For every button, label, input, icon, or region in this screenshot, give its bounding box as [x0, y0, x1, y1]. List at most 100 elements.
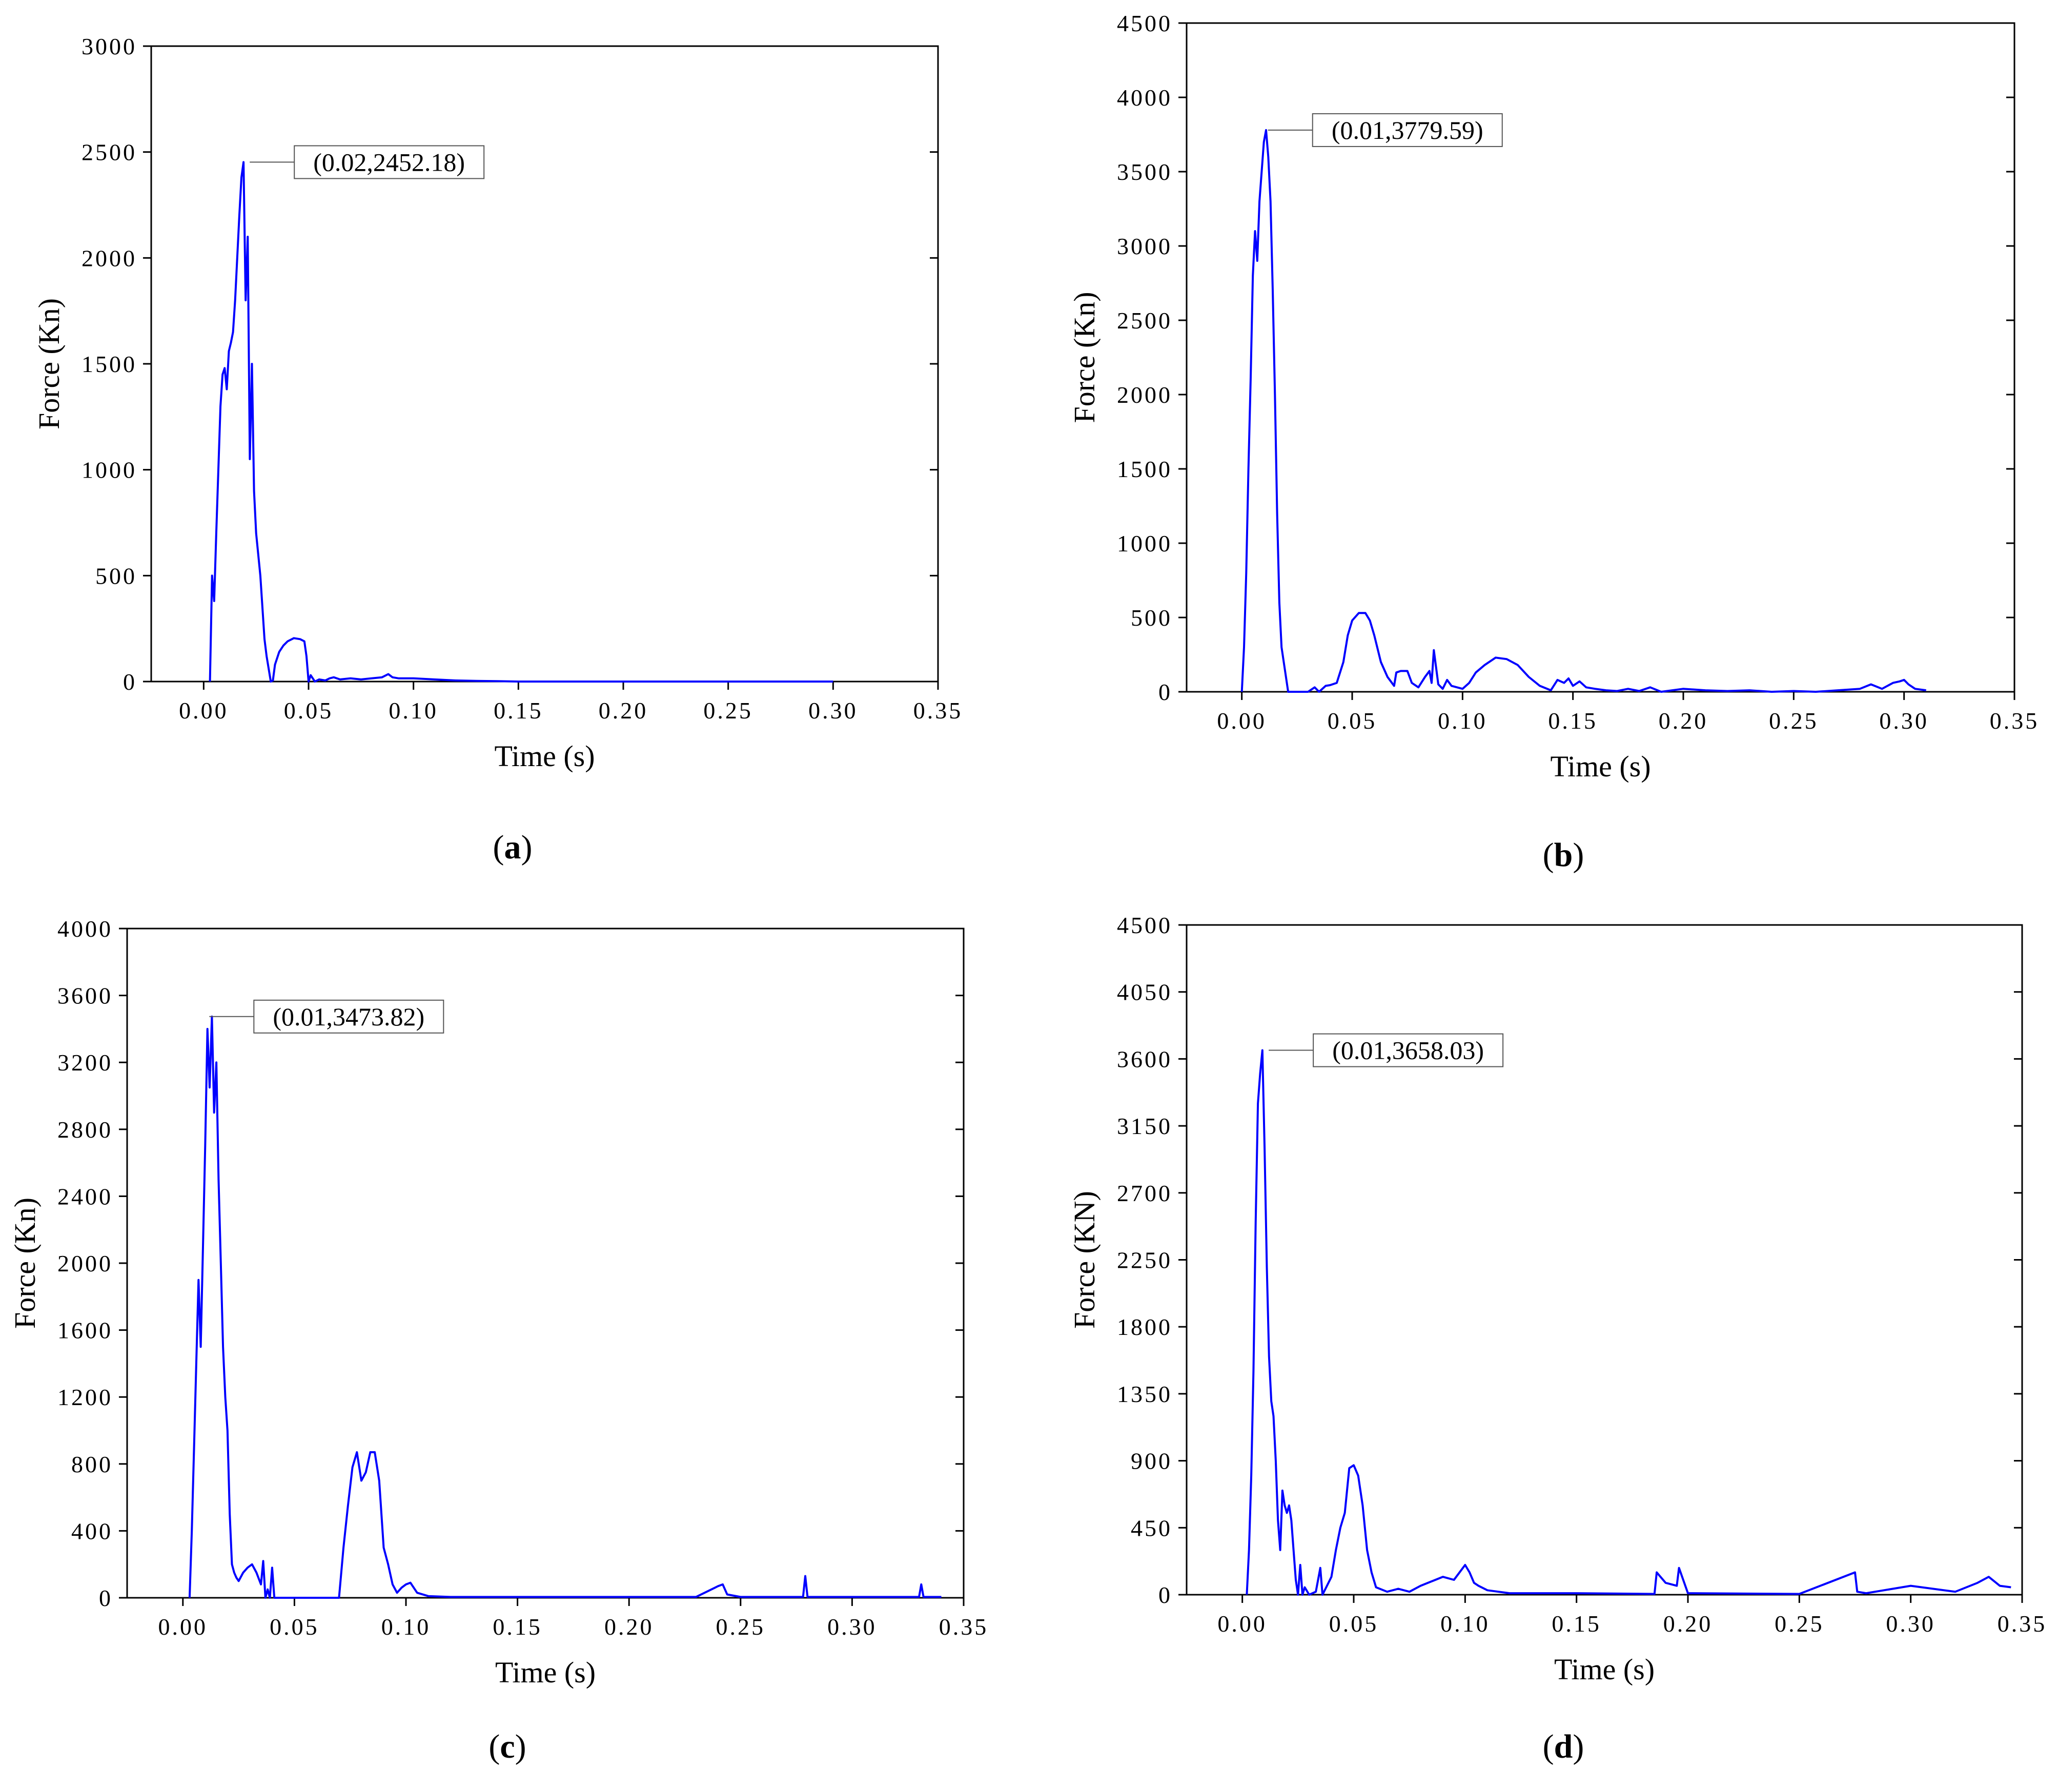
- x-tick-label: 0.30: [1886, 1611, 1935, 1637]
- annotation-box: [1313, 1033, 1504, 1067]
- x-tick-label: 0.25: [703, 697, 753, 724]
- y-axis-title: Force (Kn): [32, 298, 66, 429]
- x-tick-label: 0.00: [1217, 708, 1267, 734]
- y-tick-label: 900: [1131, 1448, 1172, 1474]
- x-tick-label: 0.25: [716, 1614, 766, 1640]
- panel-label: (c): [488, 1728, 526, 1765]
- plot-frame: [126, 928, 965, 1599]
- y-tick-label: 1800: [1117, 1314, 1172, 1340]
- x-tick-label: 0.10: [1440, 1611, 1490, 1637]
- y-tick-label: 500: [1131, 605, 1172, 631]
- y-axis-title: Force (Kn): [8, 1198, 42, 1329]
- y-tick-label: 1350: [1117, 1381, 1172, 1407]
- x-tick-label: 0.15: [1552, 1611, 1601, 1637]
- x-tick-label: 0.05: [270, 1614, 319, 1640]
- x-tick-label: 0.20: [1659, 708, 1708, 734]
- panel-label-letter: a: [504, 829, 521, 866]
- x-tick-label: 0.15: [493, 1614, 542, 1640]
- panel-label-letter: b: [1554, 836, 1573, 874]
- y-tick-label: 2400: [57, 1183, 113, 1209]
- panel-label: (a): [493, 829, 533, 866]
- series-line: [1246, 1049, 2011, 1596]
- annotation-text: (0.01,3779.59): [1332, 116, 1483, 145]
- y-tick-label: 4000: [1117, 85, 1172, 111]
- x-tick-label: 0.20: [604, 1614, 654, 1640]
- x-tick-label: 0.05: [284, 697, 334, 724]
- series-line: [209, 161, 833, 683]
- x-tick-label: 0.00: [179, 697, 229, 724]
- y-tick-label: 0: [99, 1585, 113, 1611]
- x-axis-title: Time (s): [494, 739, 595, 773]
- y-tick-label: 1500: [81, 351, 137, 377]
- y-tick-label: 2250: [1117, 1247, 1172, 1273]
- annotation-box: [253, 999, 444, 1034]
- y-tick-label: 3500: [1117, 159, 1172, 185]
- x-tick-label: 0.25: [1775, 1611, 1824, 1637]
- x-tick-label: 0.25: [1769, 708, 1819, 734]
- x-tick-label: 0.10: [1438, 708, 1488, 734]
- annotation-box: [294, 145, 485, 179]
- plot-frame: [1186, 22, 2015, 693]
- x-tick-label: 0.35: [939, 1614, 989, 1640]
- y-axis-title: Force (KN): [1068, 1191, 1101, 1329]
- plot-frame: [1186, 924, 2023, 1596]
- chart-panel-b: 0.00 0.05 0.10 0.15 0.20 0.25 0.30 0.35 0 500 1000…: [1068, 10, 2040, 874]
- y-tick-label: 2500: [1117, 307, 1172, 334]
- y-tick-label: 4000: [57, 916, 113, 942]
- series-line: [188, 1015, 942, 1599]
- x-tick-label: 0.20: [599, 697, 648, 724]
- y-tick-label: 800: [71, 1451, 113, 1477]
- y-tick-label: 3600: [1117, 1046, 1172, 1072]
- y-tick-label: 0: [1158, 1582, 1172, 1608]
- y-tick-label: 4050: [1117, 979, 1172, 1005]
- x-tick-label: 0.30: [808, 697, 858, 724]
- plot-frame: [150, 45, 939, 683]
- x-axis-title: Time (s): [1554, 1653, 1655, 1686]
- x-tick-label: 0.10: [381, 1614, 431, 1640]
- panel-label-paren-close: ): [1573, 1728, 1584, 1765]
- y-tick-label: 3150: [1117, 1113, 1172, 1139]
- y-tick-label: 2000: [57, 1250, 113, 1276]
- y-tick-label: 400: [71, 1518, 113, 1544]
- panel-label-paren-open: (: [1543, 836, 1554, 874]
- annotation-text: (0.02,2452.18): [313, 148, 465, 176]
- x-tick-label: 0.00: [1217, 1611, 1267, 1637]
- chart-panel-d: 0.00 0.05 0.10 0.15 0.20 0.25 0.30 0.35 0 450 900 1…: [1068, 912, 2047, 1765]
- x-tick-label: 0.35: [913, 697, 963, 724]
- y-tick-label: 450: [1131, 1515, 1172, 1541]
- y-tick-label: 0: [1158, 679, 1172, 705]
- panel-label-paren-close: ): [1573, 836, 1584, 874]
- y-tick-label: 3600: [57, 983, 113, 1009]
- x-tick-label: 0.00: [158, 1614, 208, 1640]
- panel-label-letter: d: [1554, 1728, 1573, 1765]
- panel-label-paren-open: (: [493, 829, 504, 866]
- panel-label: (d): [1543, 1728, 1584, 1765]
- y-tick-label: 3200: [57, 1049, 113, 1076]
- y-tick-label: 3000: [1117, 233, 1172, 259]
- x-axis-title: Time (s): [1550, 750, 1651, 783]
- x-axis-title: Time (s): [495, 1656, 596, 1689]
- x-tick-label: 0.35: [1990, 708, 2040, 734]
- x-tick-label: 0.05: [1328, 708, 1377, 734]
- y-tick-label: 2800: [57, 1117, 113, 1143]
- chart-panel-a: 0.00 0.05 0.10 0.15 0.20 0.25 0.30 0.35 0 500 1000…: [32, 33, 963, 866]
- y-tick-label: 1000: [81, 457, 137, 483]
- panel-label-paren-open: (: [1543, 1728, 1554, 1765]
- y-tick-label: 4500: [1117, 912, 1172, 938]
- y-tick-label: 2500: [81, 139, 137, 166]
- y-tick-label: 2000: [81, 245, 137, 271]
- y-tick-label: 4500: [1117, 10, 1172, 36]
- panel-label: (b): [1543, 836, 1584, 874]
- panel-label-paren-open: (: [488, 1728, 500, 1765]
- y-tick-label: 1200: [57, 1384, 113, 1410]
- x-tick-label: 0.20: [1663, 1611, 1713, 1637]
- y-tick-label: 2000: [1117, 382, 1172, 408]
- x-tick-label: 0.35: [1998, 1611, 2047, 1637]
- annotation-text: (0.01,3658.03): [1332, 1036, 1484, 1065]
- y-tick-label: 0: [123, 669, 137, 695]
- series-line: [1240, 129, 1926, 693]
- y-axis-title: Force (Kn): [1068, 292, 1101, 423]
- y-tick-label: 500: [95, 563, 137, 589]
- annotation-box: [1312, 113, 1503, 147]
